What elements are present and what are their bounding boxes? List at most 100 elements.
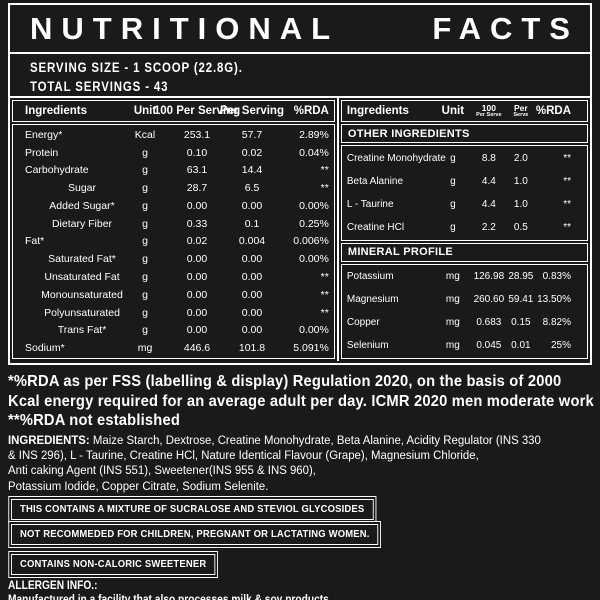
row-per100-value: 0.00 bbox=[186, 271, 208, 283]
col-header-rda: %RDA bbox=[293, 105, 329, 117]
other-ingredients-body: Creatine Monohydrate g 8.8 2.0 ** Beta A… bbox=[340, 145, 588, 241]
row-rda-value: ** bbox=[563, 175, 571, 187]
table-row: Magnesium mg 260.60 59.41 13.50% bbox=[342, 294, 587, 305]
row-per100-value: 63.1 bbox=[186, 164, 208, 177]
row-rda-value: 2.89% bbox=[299, 128, 329, 141]
table-row: Protein g 0.10 0.02 0.04% bbox=[13, 147, 334, 159]
row-per-serving-value: 6.5 bbox=[244, 182, 260, 195]
title-word-facts: FACTS bbox=[432, 10, 579, 46]
ingredients-line: & INS 296), L - Taurine, Creatine HCl, N… bbox=[8, 447, 479, 462]
row-unit: mg bbox=[445, 340, 460, 352]
row-label: Potassium bbox=[346, 271, 394, 283]
children-pregnant-warning: NOT RECOMMEDED FOR CHILDREN, PREGNANT OR… bbox=[11, 524, 379, 546]
row-label: Saturated Fat* bbox=[48, 253, 116, 266]
allergen-text: Manufactured in a facility that also pro… bbox=[8, 591, 332, 600]
rda-footnote-line: *%RDA as per FSS (labelling & display) R… bbox=[8, 373, 562, 390]
row-per100-value: 0.00 bbox=[186, 324, 208, 337]
table-row: Trans Fat* g 0.00 0.00 0.00% bbox=[13, 324, 334, 336]
table-row: Potassium mg 126.98 28.95 0.83% bbox=[342, 271, 587, 282]
row-rda-value: 0.83% bbox=[542, 271, 571, 283]
row-per-serving-value: 0.00 bbox=[241, 253, 263, 266]
row-per100-value: 0.33 bbox=[186, 217, 208, 230]
row-rda-value: ** bbox=[563, 221, 571, 233]
col-header-ingredients: Ingredients bbox=[346, 105, 409, 117]
page-title: NUTRITIONAL FACTS bbox=[10, 5, 590, 54]
table-row: Monounsaturated g 0.00 0.00 ** bbox=[13, 289, 334, 301]
row-label: Protein bbox=[25, 146, 59, 159]
row-label: Added Sugar* bbox=[49, 199, 115, 212]
row-unit: g bbox=[142, 324, 148, 337]
row-per100-value: 2.2 bbox=[481, 221, 496, 233]
col-header-ingredients: Ingredients bbox=[25, 105, 87, 117]
row-per-serving-value: 1.0 bbox=[513, 198, 528, 210]
row-per-serving-value: 0.00 bbox=[241, 199, 263, 212]
row-per100-value: 253.1 bbox=[183, 128, 211, 141]
row-label: Monounsaturated bbox=[41, 288, 123, 301]
col-header-per100: 100 Per Serve bbox=[476, 102, 502, 118]
row-label: Copper bbox=[346, 317, 380, 329]
rda-footnote-line: **%RDA not established bbox=[8, 412, 180, 429]
row-rda-value: ** bbox=[320, 182, 329, 195]
row-label: Creatine HCl bbox=[346, 221, 405, 233]
row-label: Unsaturated Fat bbox=[44, 271, 120, 283]
col-header-rda: %RDA bbox=[535, 105, 571, 117]
serving-info: SERVING SIZE - 1 SCOOP (22.8G). TOTAL SE… bbox=[10, 54, 590, 98]
label-frame: NUTRITIONAL FACTS SERVING SIZE - 1 SCOOP… bbox=[8, 3, 592, 365]
table-row: L - Taurine g 4.4 1.0 ** bbox=[342, 199, 587, 210]
row-label: Trans Fat* bbox=[57, 324, 107, 337]
macro-table: Ingredients Unit 100 Per Serving Per Ser… bbox=[10, 98, 339, 361]
row-rda-value: ** bbox=[320, 164, 329, 177]
row-unit: g bbox=[450, 152, 456, 164]
col-header-per100: 100 Per Serving bbox=[153, 105, 241, 117]
row-label: Beta Alanine bbox=[346, 175, 404, 187]
row-label: L - Taurine bbox=[346, 198, 394, 210]
row-per100-value: 446.6 bbox=[183, 342, 211, 355]
col-header-per-serve: Per Serve bbox=[513, 102, 529, 118]
row-per100-value: 0.02 bbox=[186, 235, 208, 248]
row-unit: mg bbox=[137, 342, 153, 355]
ingredients-label: INGREDIENTS: bbox=[8, 432, 90, 447]
row-per-serving-value: 0.00 bbox=[241, 288, 263, 301]
row-unit: g bbox=[450, 221, 456, 233]
row-unit: g bbox=[142, 217, 148, 230]
row-label: Carbohydrate bbox=[25, 164, 89, 177]
supplement-table-header: Ingredients Unit 100 Per Serve Per Serve %… bbox=[340, 100, 588, 122]
row-unit: g bbox=[142, 288, 148, 301]
row-unit: g bbox=[142, 182, 148, 195]
row-unit: g bbox=[450, 198, 456, 210]
serving-size-line: SERVING SIZE - 1 SCOOP (22.8G). bbox=[30, 60, 243, 75]
row-rda-value: 8.82% bbox=[542, 317, 571, 329]
row-rda-value: 5.091% bbox=[293, 342, 329, 355]
row-label: Energy* bbox=[25, 128, 63, 141]
section-title-other-ingredients: OTHER INGREDIENTS bbox=[340, 124, 588, 143]
rda-footnote-line: Kcal energy required for an average adul… bbox=[8, 392, 594, 410]
row-label: Fat* bbox=[25, 235, 45, 248]
row-per-serving-value: 0.00 bbox=[241, 324, 263, 337]
row-per-serving-value: 0.5 bbox=[513, 221, 528, 233]
row-per100-value: 260.60 bbox=[473, 294, 505, 306]
row-unit: g bbox=[142, 235, 148, 248]
row-rda-value: 0.00% bbox=[299, 324, 329, 337]
row-rda-value: ** bbox=[320, 288, 329, 301]
row-per-serving-value: 28.95 bbox=[508, 271, 534, 283]
row-per-serving-value: 0.15 bbox=[511, 317, 531, 329]
row-unit: Kcal bbox=[134, 128, 156, 141]
row-unit: g bbox=[450, 175, 456, 187]
row-unit: g bbox=[142, 306, 148, 319]
row-unit: g bbox=[142, 271, 148, 283]
table-row: Fat* g 0.02 0.004 0.006% bbox=[13, 235, 334, 247]
row-rda-value: 25% bbox=[550, 340, 571, 352]
table-row: Copper mg 0.683 0.15 8.82% bbox=[342, 317, 587, 328]
row-per-serving-value: 0.00 bbox=[241, 271, 263, 283]
ingredients-line: Anti caking Agent (INS 551), Sweetener(I… bbox=[8, 463, 316, 478]
row-rda-value: 0.04% bbox=[299, 146, 329, 159]
table-row: Polyunsaturated g 0.00 0.00 ** bbox=[13, 307, 334, 319]
ingredients-line: INGREDIENTS: Maize Starch, Dextrose, Cre… bbox=[8, 432, 541, 447]
macro-table-header: Ingredients Unit 100 Per Serving Per Ser… bbox=[12, 100, 335, 122]
col-header-unit: Unit bbox=[133, 105, 157, 117]
table-row: Dietary Fiber g 0.33 0.1 0.25% bbox=[13, 218, 334, 230]
supplement-table: Ingredients Unit 100 Per Serve Per Serve %… bbox=[339, 98, 590, 361]
rda-footnote: *%RDA as per FSS (labelling & display) R… bbox=[8, 372, 594, 431]
row-per100-value: 0.00 bbox=[186, 199, 208, 212]
row-per-serving-value: 1.0 bbox=[513, 175, 528, 187]
